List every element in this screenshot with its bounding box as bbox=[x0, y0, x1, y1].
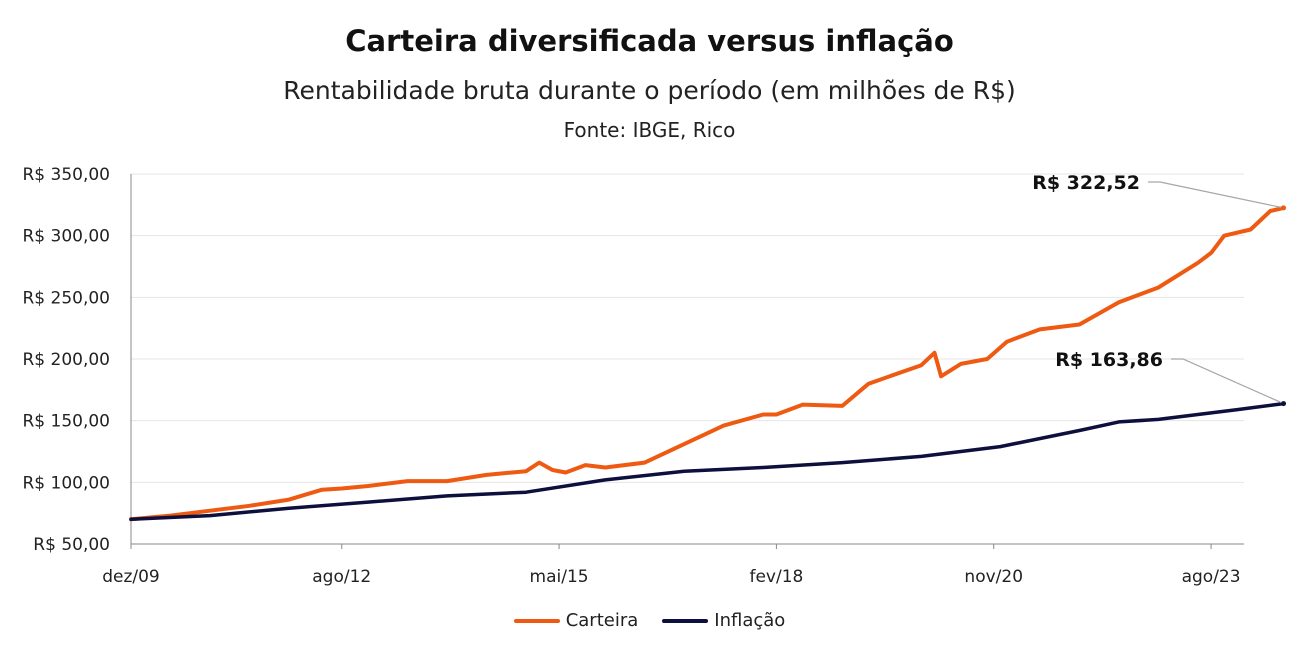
legend-label-carteira: Carteira bbox=[565, 610, 639, 631]
x-tick-label: ago/23 bbox=[1182, 567, 1241, 587]
legend-label-inflacao: Inflação bbox=[714, 610, 786, 631]
series-line-carteira bbox=[129, 205, 1286, 522]
y-tick-label: R$ 250,00 bbox=[22, 288, 110, 308]
chart-title: Carteira diversificada versus inflação bbox=[345, 24, 954, 58]
x-tick-label: ago/12 bbox=[312, 567, 371, 587]
end-value-label: R$ 322,52 bbox=[1032, 172, 1140, 194]
series-line-inflacao bbox=[129, 401, 1286, 522]
end-point-marker bbox=[1281, 401, 1287, 407]
x-tick-label: fev/18 bbox=[749, 567, 803, 587]
end-label-leader bbox=[1171, 358, 1284, 405]
y-tick-label: R$ 200,00 bbox=[22, 350, 110, 370]
x-tick-label: dez/09 bbox=[102, 567, 160, 587]
y-tick-label: R$ 350,00 bbox=[22, 165, 110, 185]
chart-legend: Carteira Inflação bbox=[0, 610, 1299, 631]
y-tick-label: R$ 150,00 bbox=[22, 412, 110, 432]
end-value-label: R$ 163,86 bbox=[1055, 349, 1163, 371]
legend-item-carteira: Carteira bbox=[513, 610, 639, 631]
x-tick-label: nov/20 bbox=[964, 567, 1023, 587]
legend-item-inflacao: Inflação bbox=[662, 610, 785, 631]
y-tick-label: R$ 100,00 bbox=[22, 473, 110, 493]
chart-subtitle: Rentabilidade bruta durante o período (e… bbox=[283, 76, 1016, 105]
y-tick-label: R$ 300,00 bbox=[22, 227, 110, 247]
end-label-leader bbox=[1148, 181, 1284, 209]
legend-swatch-carteira bbox=[513, 618, 560, 623]
legend-swatch-inflacao bbox=[662, 618, 709, 623]
chart-source: Fonte: IBGE, Rico bbox=[563, 118, 736, 142]
x-tick-label: mai/15 bbox=[530, 567, 589, 587]
end-point-marker bbox=[1281, 205, 1287, 211]
y-tick-label: R$ 50,00 bbox=[33, 535, 110, 555]
